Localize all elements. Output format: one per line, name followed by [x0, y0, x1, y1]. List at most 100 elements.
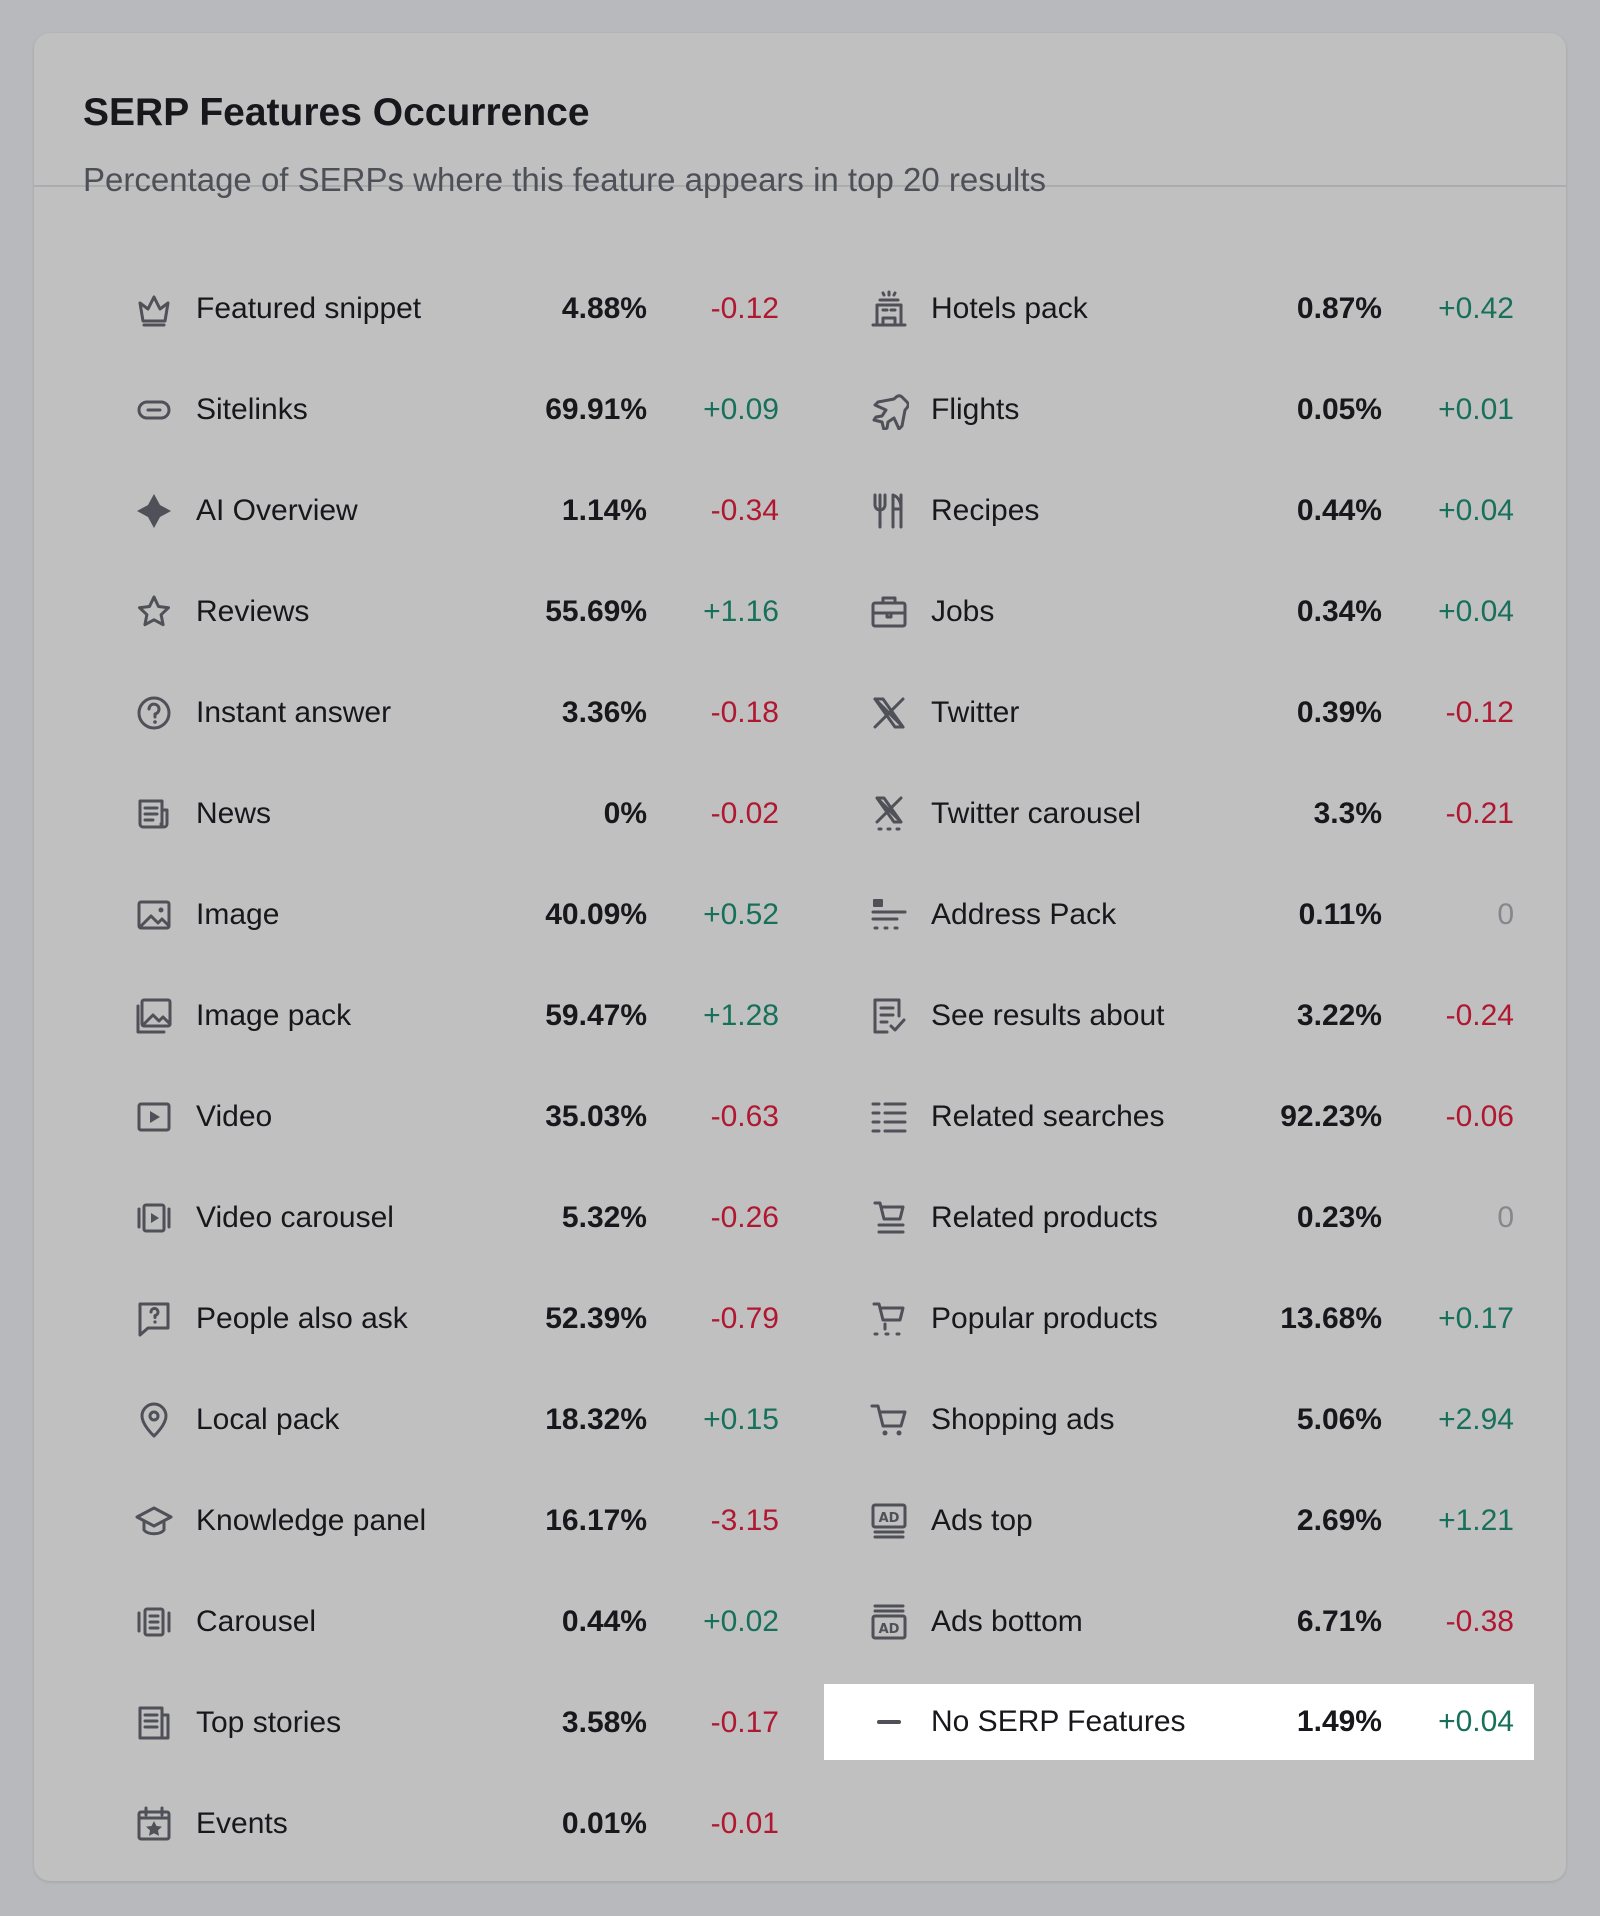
feature-row-image: Image 40.09% +0.52	[89, 864, 799, 965]
feature-change: -0.21	[1445, 796, 1514, 830]
feature-change: +0.15	[703, 1402, 779, 1436]
feature-percentage: 0.44%	[561, 1604, 647, 1638]
carousel-icon	[134, 1602, 174, 1642]
feature-change: +0.42	[1438, 291, 1514, 325]
question-circle-icon	[134, 693, 174, 733]
feature-percentage: 92.23%	[1280, 1099, 1382, 1133]
feature-change: +0.04	[1438, 1705, 1514, 1738]
feature-label: Local pack	[196, 1402, 340, 1436]
feature-row-see-results-about: See results about 3.22% -0.24	[824, 965, 1534, 1066]
feature-percentage: 0.01%	[561, 1806, 647, 1840]
feature-change: +0.17	[1438, 1301, 1514, 1335]
feature-percentage: 69.91%	[545, 392, 647, 426]
feature-label: Related searches	[931, 1099, 1165, 1133]
feature-label: No SERP Features	[931, 1705, 1186, 1738]
feature-change: -0.01	[710, 1806, 779, 1840]
x-carousel-icon	[869, 794, 909, 834]
svg-text:AD: AD	[879, 1622, 900, 1637]
feature-percentage: 40.09%	[545, 897, 647, 931]
card-title: SERP Features Occurrence	[83, 91, 590, 134]
question-bubble-icon	[134, 1299, 174, 1339]
feature-row-video: Video 35.03% -0.63	[89, 1066, 799, 1167]
image-pack-icon	[134, 996, 174, 1036]
list-icon	[869, 1097, 909, 1137]
feature-percentage: 0%	[603, 796, 647, 830]
feature-row-recipes: Recipes 0.44% +0.04	[824, 460, 1534, 561]
feature-change: -0.02	[710, 796, 779, 830]
feature-label: Top stories	[196, 1705, 342, 1739]
feature-percentage: 16.17%	[545, 1503, 647, 1537]
features-column-left: Featured snippet 4.88% -0.12 Sitelinks 69.91…	[89, 258, 799, 1874]
feature-percentage: 3.22%	[1296, 998, 1382, 1032]
feature-change: -0.12	[710, 291, 779, 325]
feature-label: Address Pack	[931, 897, 1117, 931]
feature-change: -0.06	[1445, 1099, 1514, 1133]
feature-row-ai-overview: AI Overview 1.14% -0.34	[89, 460, 799, 561]
feature-change: -0.79	[710, 1301, 779, 1335]
feature-row-knowledge-panel: Knowledge panel 16.17% -3.15	[89, 1470, 799, 1571]
feature-label: Jobs	[931, 594, 995, 628]
feature-percentage: 3.36%	[561, 695, 647, 729]
card-header: SERP Features Occurrence Percentage of S…	[34, 33, 1566, 198]
feature-change: +2.94	[1438, 1402, 1514, 1436]
feature-label: Ads bottom	[931, 1604, 1083, 1638]
feature-label: Sitelinks	[196, 392, 308, 426]
feature-change: +1.28	[703, 998, 779, 1032]
feature-row-image-pack: Image pack 59.47% +1.28	[89, 965, 799, 1066]
feature-percentage: 52.39%	[545, 1301, 647, 1335]
feature-row-video-carousel: Video carousel 5.32% -0.26	[89, 1167, 799, 1268]
feature-row-shopping-ads: Shopping ads 5.06% +2.94	[824, 1369, 1534, 1470]
feature-change: -0.18	[710, 695, 779, 729]
feature-label: Hotels pack	[931, 291, 1088, 325]
minus-icon	[869, 1702, 909, 1742]
feature-row-featured-snippet: Featured snippet 4.88% -0.12	[89, 258, 799, 359]
feature-label: Reviews	[196, 594, 310, 628]
card-subtitle: Percentage of SERPs where this feature a…	[83, 161, 1047, 198]
feature-label: AI Overview	[196, 493, 358, 527]
feature-percentage: 1.49%	[1296, 1705, 1382, 1738]
feature-change: -0.24	[1445, 998, 1514, 1032]
feature-percentage: 13.68%	[1280, 1301, 1382, 1335]
newspaper-icon	[134, 794, 174, 834]
feature-percentage: 5.06%	[1296, 1402, 1382, 1436]
feature-change: 0	[1497, 1200, 1514, 1234]
feature-percentage: 0.05%	[1296, 392, 1382, 426]
feature-row-ads-top: AD Ads top 2.69% +1.21	[824, 1470, 1534, 1571]
feature-change: +0.04	[1438, 493, 1514, 527]
feature-row-events: Events 0.01% -0.01	[89, 1773, 799, 1874]
ai-sparkle-icon	[134, 491, 174, 531]
feature-percentage: 0.11%	[1298, 897, 1382, 931]
feature-change: -0.34	[710, 493, 779, 527]
feature-change: -0.38	[1445, 1604, 1514, 1638]
briefcase-icon	[869, 592, 909, 632]
feature-row-related-searches: Related searches 92.23% -0.06	[824, 1066, 1534, 1167]
top-stories-icon	[134, 1703, 174, 1743]
feature-label: News	[196, 796, 272, 830]
feature-label: Video carousel	[196, 1200, 394, 1234]
feature-percentage: 4.88%	[561, 291, 647, 325]
feature-label: Recipes	[931, 493, 1040, 527]
feature-change: +1.16	[703, 594, 779, 628]
feature-label: Image pack	[196, 998, 352, 1032]
feature-change: -0.17	[710, 1705, 779, 1739]
image-icon	[134, 895, 174, 935]
feature-row-twitter-carousel: Twitter carousel 3.3% -0.21	[824, 763, 1534, 864]
feature-label: Events	[196, 1806, 288, 1840]
feature-label: People also ask	[196, 1301, 408, 1335]
ad-top-icon: AD	[869, 1501, 909, 1541]
x-logo-icon	[869, 693, 909, 733]
calendar-star-icon	[134, 1804, 174, 1844]
feature-label: Knowledge panel	[196, 1503, 427, 1537]
feature-percentage: 35.03%	[545, 1099, 647, 1133]
serp-features-card: SERP Features Occurrence Percentage of S…	[34, 33, 1566, 1881]
graduation-cap-icon	[134, 1501, 174, 1541]
svg-text:AD: AD	[879, 1511, 900, 1526]
feature-percentage: 3.58%	[561, 1705, 647, 1739]
feature-change: +0.02	[703, 1604, 779, 1638]
feature-row-popular-products: Popular products 13.68% +0.17	[824, 1268, 1534, 1369]
feature-percentage: 5.32%	[561, 1200, 647, 1234]
feature-change: -0.63	[710, 1099, 779, 1133]
document-check-icon	[869, 996, 909, 1036]
map-pin-icon	[134, 1400, 174, 1440]
fork-knife-icon	[869, 491, 909, 531]
